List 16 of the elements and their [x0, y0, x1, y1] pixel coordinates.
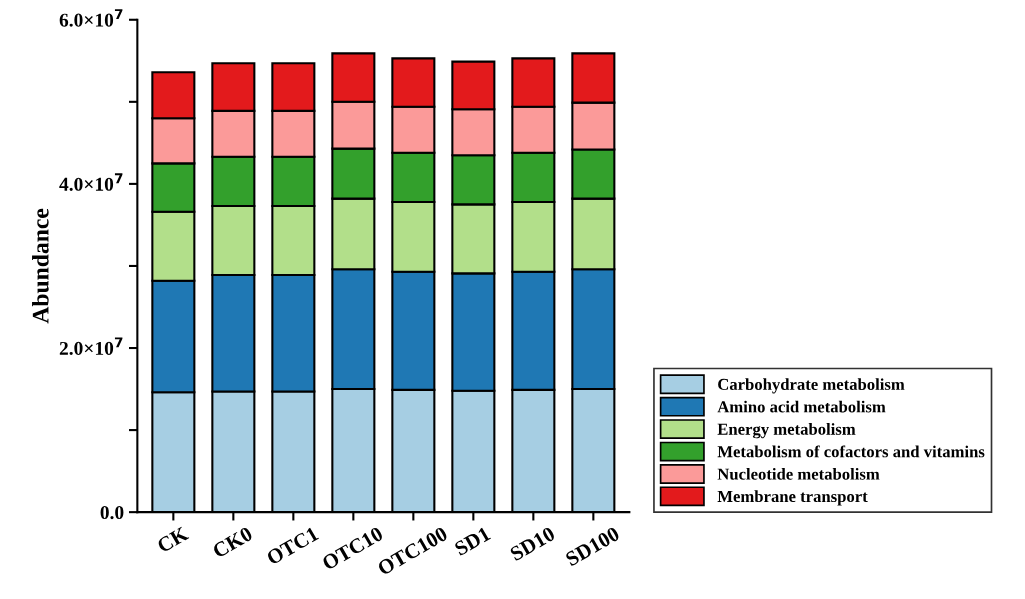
x-tick-label: SD10 [509, 526, 556, 562]
legend-label: Nucleotide metabolism [717, 467, 880, 480]
legend-label: Membrane transport [717, 490, 868, 506]
x-tick-label: CK0 [211, 526, 254, 559]
y-tick-label: 6.0×10$^{7}$ [59, 9, 123, 27]
x-tick-label: SD1 [453, 526, 492, 557]
y-tick-label: 0.0 [100, 505, 124, 520]
legend-label: Metabolism of cofactors and vitamins [717, 445, 985, 458]
legend-label: Energy metabolism [717, 423, 856, 439]
x-tick-label: OTC1 [265, 526, 320, 566]
y-tick-label: 2.0×10$^{7}$ [59, 337, 123, 356]
y-axis-title: Abundance [32, 208, 49, 324]
legend-label: Amino acid metabolism [717, 400, 886, 413]
y-tick-label: 4.0×10$^{7}$ [59, 173, 123, 191]
x-tick-label: CK [156, 525, 190, 554]
legend-label: Carbohydrate metabolism [718, 378, 905, 394]
